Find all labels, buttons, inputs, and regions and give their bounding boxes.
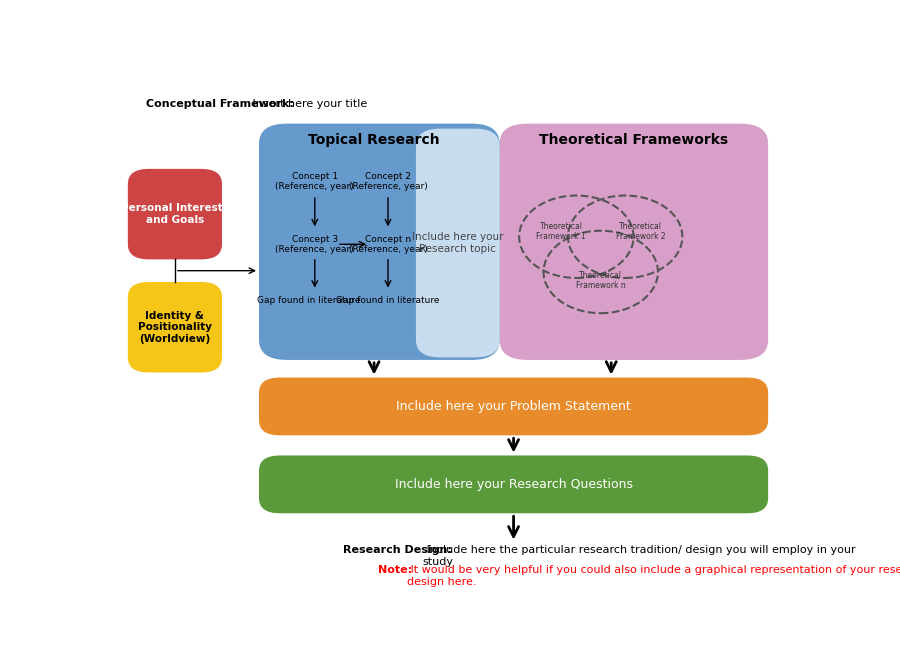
Text: Theoretical
Framework n: Theoretical Framework n [576, 271, 626, 290]
Text: Note:: Note: [378, 565, 411, 575]
Text: Gap found in literature: Gap found in literature [257, 296, 361, 305]
FancyBboxPatch shape [259, 123, 500, 360]
FancyBboxPatch shape [500, 123, 769, 360]
FancyBboxPatch shape [259, 456, 768, 513]
FancyBboxPatch shape [416, 129, 500, 357]
Text: Theoretical Frameworks: Theoretical Frameworks [539, 133, 728, 147]
Text: Conceptual Framework:: Conceptual Framework: [146, 99, 294, 110]
Text: It would be very helpful if you could also include a graphical representation of: It would be very helpful if you could al… [407, 565, 900, 586]
Text: Theoretical
Framework 1: Theoretical Framework 1 [536, 222, 586, 242]
Text: Include here your Research Questions: Include here your Research Questions [394, 478, 633, 491]
Text: Include here the particular research tradition/ design you will employ in your
s: Include here the particular research tra… [423, 545, 856, 567]
Text: Topical Research: Topical Research [308, 133, 440, 147]
FancyBboxPatch shape [259, 377, 768, 436]
Text: Personal Interests
and Goals: Personal Interests and Goals [121, 203, 229, 225]
Text: Identity &
Positionality
(Worldview): Identity & Positionality (Worldview) [138, 311, 212, 344]
Text: Concept n
(Reference, year): Concept n (Reference, year) [348, 234, 428, 254]
Text: Research Design:: Research Design: [343, 545, 452, 555]
Text: Include here your Problem Statement: Include here your Problem Statement [396, 400, 631, 413]
Text: Insert here your title: Insert here your title [249, 99, 367, 110]
Text: Theoretical
Framework 2: Theoretical Framework 2 [616, 222, 665, 242]
Text: Concept 1
(Reference, year): Concept 1 (Reference, year) [275, 172, 354, 191]
Text: Concept 2
(Reference, year): Concept 2 (Reference, year) [348, 172, 428, 191]
FancyBboxPatch shape [128, 169, 222, 259]
FancyBboxPatch shape [128, 282, 222, 372]
Text: Gap found in literature: Gap found in literature [337, 296, 440, 305]
Text: Include here your
Research topic: Include here your Research topic [412, 232, 503, 254]
Text: Concept 3
(Reference, year): Concept 3 (Reference, year) [275, 234, 354, 254]
